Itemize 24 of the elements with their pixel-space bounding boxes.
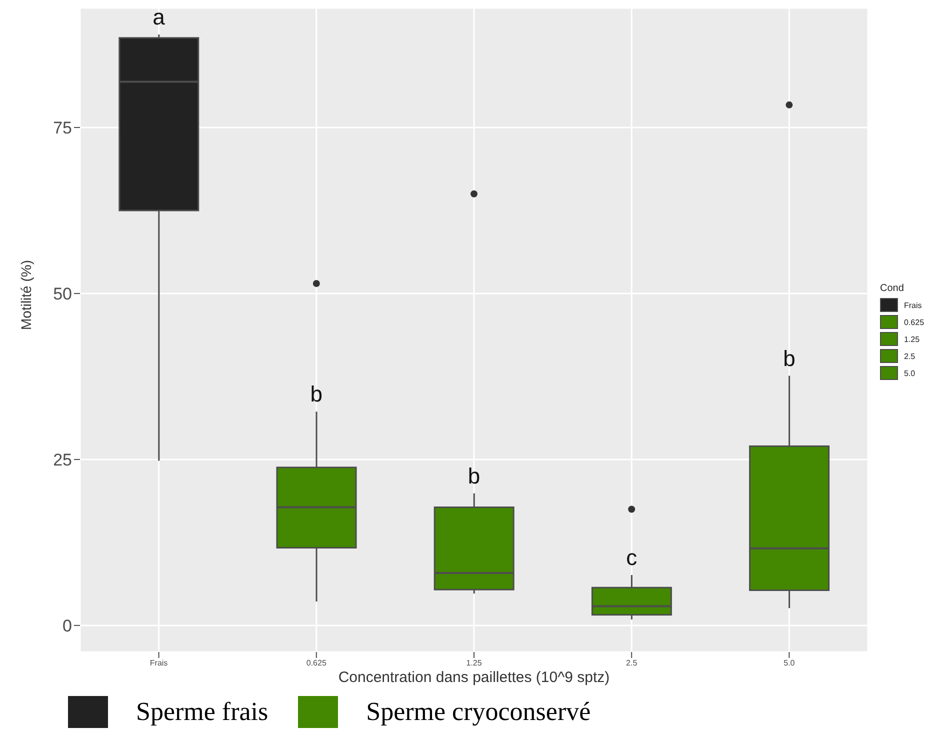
category-label: 0.625 — [904, 318, 924, 326]
x-tick-label: 5.0 — [784, 658, 796, 668]
category-label: Frais — [904, 300, 922, 310]
legend-label: Sperme cryoconservé — [366, 697, 591, 727]
x-axis-title: Concentration dans paillettes (10^9 sptz) — [337, 669, 611, 686]
legend-title: Cond — [880, 283, 905, 294]
y-tick-label: 50 — [53, 284, 72, 304]
annotation: c — [626, 544, 638, 570]
annotation: b — [310, 382, 323, 407]
x-tick-label: 2.5 — [626, 658, 638, 668]
category-label: 1.25 — [904, 334, 920, 344]
x-tick-label: 0.625 — [306, 658, 327, 668]
y-tick-label: 25 — [53, 450, 72, 470]
category-label: 2.5 — [904, 352, 916, 360]
category-label: 5.0 — [904, 368, 916, 378]
x-tick-label: Frais — [150, 658, 168, 668]
x-tick-label: 1.25 — [466, 658, 482, 668]
annotation: b — [468, 463, 480, 488]
annotation: a — [152, 4, 166, 30]
legend-label: Sperme frais — [136, 697, 268, 727]
y-axis-title: Motilité (%) — [18, 260, 34, 330]
y-tick-label: 75 — [53, 118, 72, 138]
annotation: b — [783, 346, 796, 371]
y-tick-label: 0 — [62, 616, 72, 636]
